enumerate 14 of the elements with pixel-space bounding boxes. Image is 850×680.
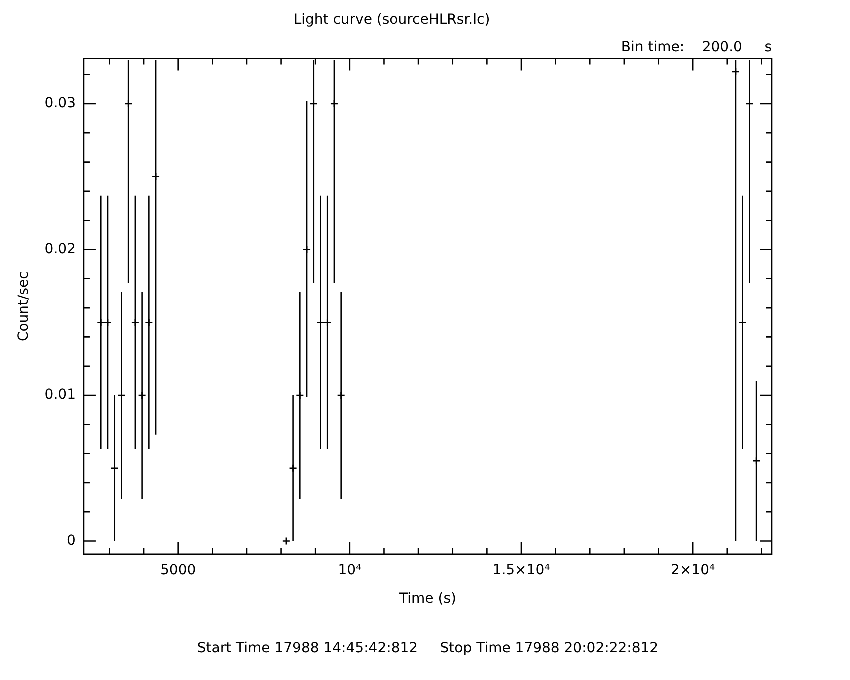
y-axis-title: Count/sec [16, 272, 32, 342]
point [282, 537, 291, 546]
x-tick-label: 5000 [160, 562, 196, 578]
x-tick-label: 2×10⁴ [671, 562, 716, 578]
y-tick-label: 0.02 [44, 241, 76, 258]
x-tick-label: 10⁴ [338, 562, 362, 578]
chart-title: Light curve (sourceHLRsr.lc) [294, 12, 490, 28]
x-axis-title: Time (s) [398, 591, 456, 608]
text: Bin time: 200.0 s [621, 39, 772, 56]
x-tick-label: 1.5×10⁴ [492, 562, 551, 578]
text: Start Time 17988 14:45:42:812 Stop Time 17988 20:02:22:812 [197, 640, 659, 657]
y-tick-label: 0.01 [44, 387, 76, 404]
y-tick-label: 0 [67, 532, 76, 549]
y-tick-label: 0.03 [44, 96, 76, 112]
